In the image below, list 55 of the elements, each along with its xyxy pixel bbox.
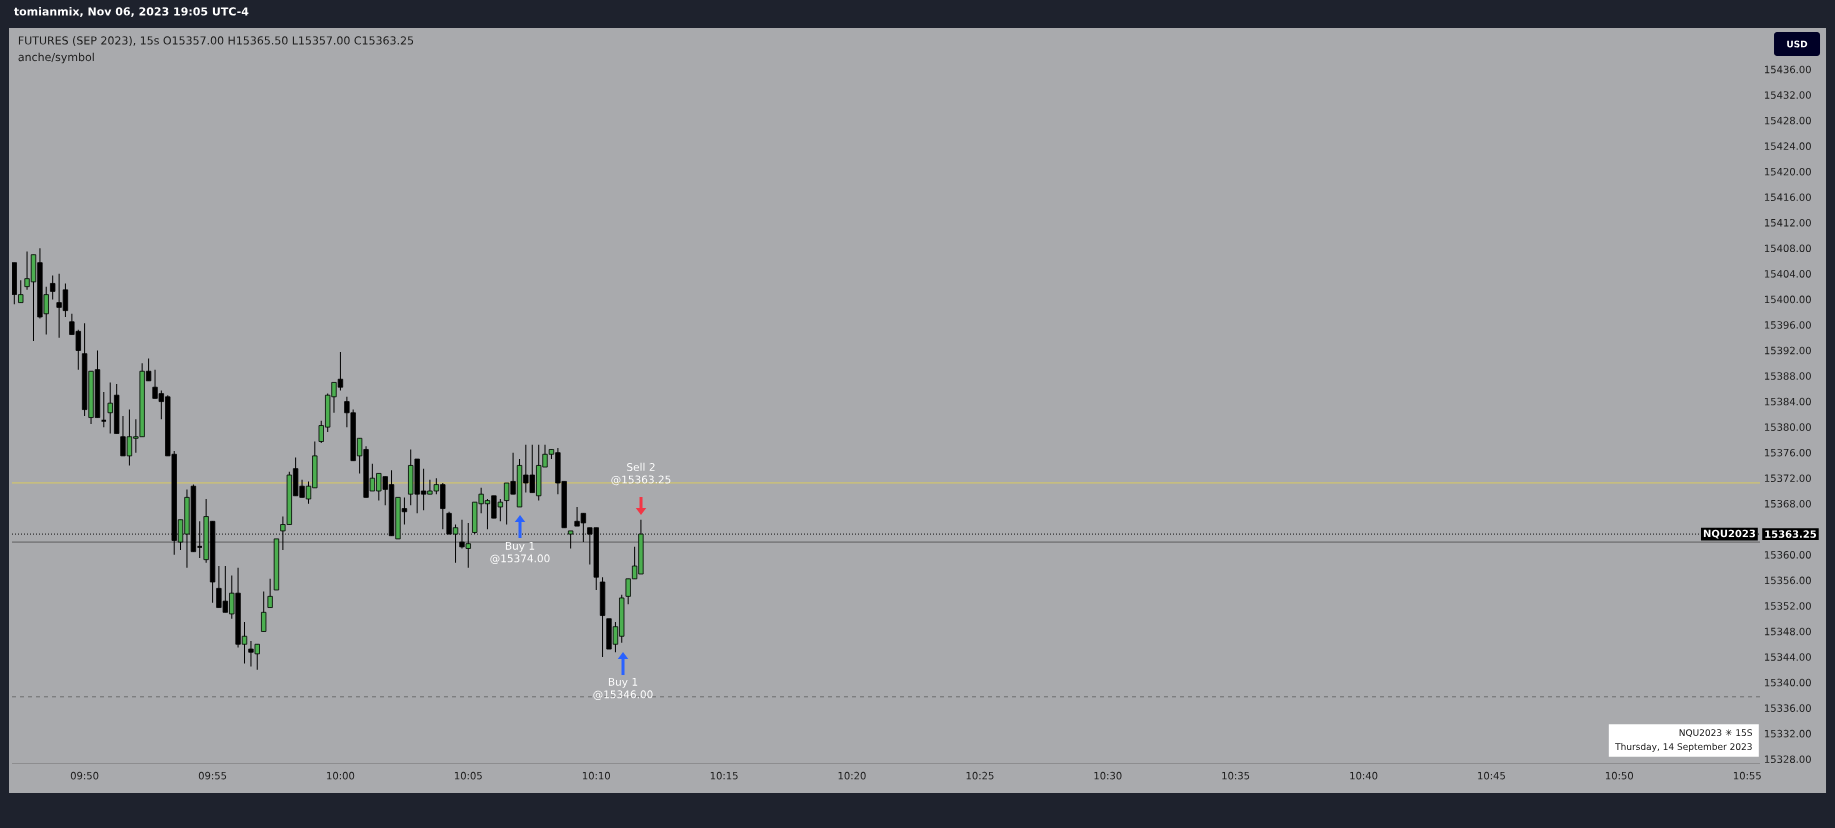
annotation: Buy 1 @15346.00 — [593, 678, 653, 700]
y-tick-label: 15380.00 — [1764, 423, 1811, 431]
y-tick-label: 15404.00 — [1764, 270, 1811, 278]
y-tick-label: 15420.00 — [1764, 167, 1811, 176]
x-tick-label: 10:40 — [1350, 771, 1378, 780]
y-tick-label: 15332.00 — [1764, 729, 1811, 738]
x-tick-label: 10:05 — [454, 771, 482, 780]
candlestick — [261, 591, 267, 632]
y-tick-label: 15400.00 — [1764, 295, 1811, 304]
x-tick-label: 09:55 — [198, 771, 227, 780]
annotation: Buy 1 @15374.00 — [490, 542, 550, 564]
y-tick-label: 15372.00 — [1764, 474, 1811, 482]
text: USD — [1787, 40, 1808, 48]
y-tick-label: 15408.00 — [1764, 244, 1811, 253]
y-tick-label: 15392.00 — [1764, 346, 1811, 355]
text: 15363.25 — [1765, 530, 1817, 538]
y-tick-label: 15368.00 — [1764, 499, 1811, 508]
x-tick-label: 10:55 — [1733, 771, 1761, 780]
chart-title: tomianmix, Nov 06, 2023 19:05 UTC-4 — [14, 7, 249, 17]
x-tick-label: 09:50 — [70, 771, 99, 780]
x-tick-label: 10:50 — [1605, 771, 1634, 780]
y-tick-label: 15396.00 — [1764, 321, 1811, 329]
y-tick-label: 15412.00 — [1764, 218, 1811, 227]
annotation: anche/symbol — [18, 52, 94, 64]
ref-line-label: NQU2023 — [1703, 529, 1756, 539]
y-tick-label: 15360.00 — [1764, 551, 1811, 559]
annotation: Sell 2 @15363.25 — [611, 462, 671, 486]
y-tick-label: 15340.00 — [1764, 678, 1811, 687]
annotation: NQU2023 ✳ 15S — [1679, 729, 1752, 738]
y-tick-label: 15344.00 — [1764, 653, 1811, 661]
y-tick-label: 15424.00 — [1764, 142, 1811, 150]
candlestick — [50, 274, 56, 300]
y-tick-label: 15428.00 — [1764, 116, 1811, 125]
annotation: Thursday, 14 September 2023 — [1615, 743, 1752, 752]
y-tick-label: 15356.00 — [1764, 576, 1811, 585]
x-tick-label: 10:10 — [582, 771, 611, 780]
y-tick-label: 15416.00 — [1764, 193, 1811, 202]
y-tick-label: 15388.00 — [1764, 372, 1811, 380]
x-tick-label: 10:20 — [838, 771, 866, 780]
candlestick — [267, 578, 273, 609]
text: FUTURES (SEP 2023), 15s O15357.00 H15365.50 L15357.00 C15363.25 — [18, 36, 414, 46]
x-tick-label: 10:25 — [966, 771, 994, 780]
y-tick-label: 15352.00 — [1764, 602, 1811, 610]
x-tick-label: 10:35 — [1222, 771, 1250, 780]
x-tick-label: 10:30 — [1094, 771, 1122, 780]
y-tick-label: 15348.00 — [1764, 627, 1811, 636]
y-tick-label: 15328.00 — [1764, 755, 1811, 763]
y-tick-label: 15384.00 — [1764, 397, 1811, 406]
x-tick-label: 10:45 — [1478, 771, 1505, 780]
x-tick-label: 10:00 — [327, 771, 355, 780]
y-tick-label: 15436.00 — [1764, 65, 1811, 74]
y-tick-label: 15376.00 — [1764, 448, 1811, 457]
y-tick-label: 15336.00 — [1764, 704, 1811, 712]
y-tick-label: 15432.00 — [1764, 91, 1811, 99]
x-tick-label: 10:15 — [710, 771, 738, 780]
